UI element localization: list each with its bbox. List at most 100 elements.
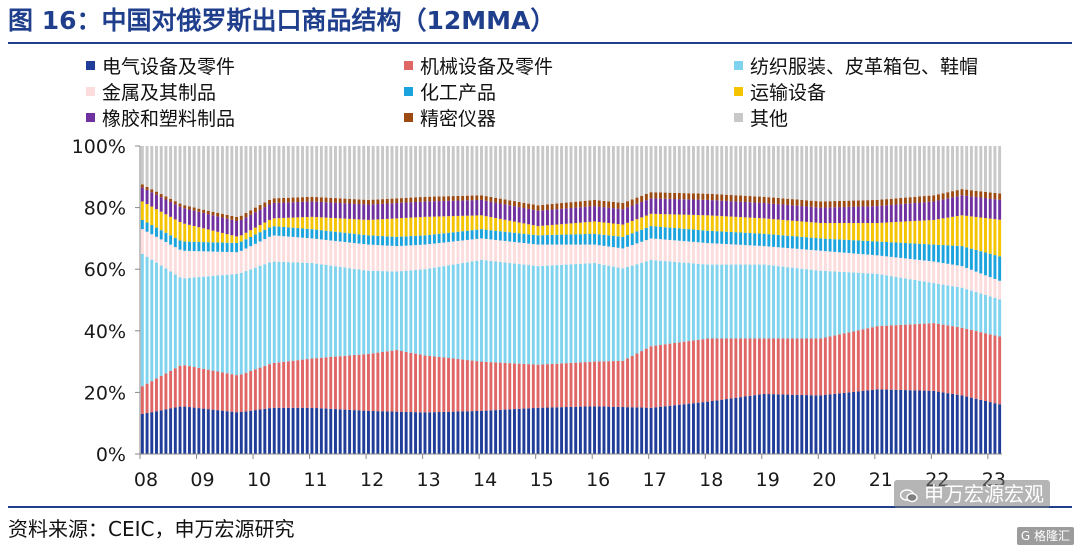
bar-segment-elec bbox=[922, 390, 926, 454]
bar-segment-mach bbox=[461, 359, 465, 412]
bar-segment-metal bbox=[677, 240, 681, 263]
bar-segment-transport bbox=[635, 219, 639, 232]
bar-segment-metal bbox=[484, 238, 488, 261]
bar-segment-rubber bbox=[847, 206, 851, 223]
bar-segment-textile bbox=[305, 262, 309, 360]
bar-segment-metal bbox=[687, 241, 691, 264]
bar-segment-mach bbox=[437, 356, 441, 413]
bar-segment-textile bbox=[527, 265, 531, 365]
bar-segment-elec bbox=[748, 395, 752, 454]
bar-segment-rubber bbox=[188, 209, 191, 225]
bar-segment-rubber bbox=[602, 207, 606, 223]
bar-segment-metal bbox=[828, 251, 832, 272]
bar-segment-rubber bbox=[852, 206, 856, 223]
bar-segment-rubber bbox=[668, 198, 672, 215]
bar-segment-elec bbox=[371, 411, 375, 454]
bar-segment-precision bbox=[833, 201, 837, 208]
bar-segment-mach bbox=[663, 344, 667, 407]
bar-segment-chem bbox=[861, 240, 865, 255]
bar-segment-elec bbox=[984, 400, 987, 454]
bar-segment-transport bbox=[188, 224, 191, 242]
bar-segment-textile bbox=[522, 264, 526, 364]
bar-segment-mach bbox=[856, 330, 860, 392]
legend-item: 化工产品 bbox=[404, 80, 496, 106]
bar-segment-elec bbox=[145, 413, 149, 454]
bar-segment-mach bbox=[324, 357, 328, 409]
bar-segment-transport bbox=[414, 217, 418, 236]
bar-segment-precision bbox=[677, 192, 681, 200]
bar-segment-rubber bbox=[428, 201, 432, 217]
bar-segment-elec bbox=[932, 390, 936, 454]
bar-segment-elec bbox=[659, 406, 662, 454]
bar-segment-precision bbox=[480, 195, 483, 200]
bar-segment-textile bbox=[423, 269, 427, 356]
bar-segment-transport bbox=[899, 221, 903, 243]
bar-segment-precision bbox=[489, 196, 493, 202]
bar-segment-textile bbox=[809, 269, 813, 339]
bar-segment-rubber bbox=[951, 197, 954, 217]
bar-segment-chem bbox=[399, 236, 403, 246]
bar-segment-chem bbox=[790, 236, 794, 249]
bar-segment-mach bbox=[913, 324, 917, 391]
bar-segment-metal bbox=[414, 245, 418, 270]
bar-segment-precision bbox=[159, 194, 163, 198]
bar-segment-chem bbox=[927, 244, 931, 261]
bar-segment-precision bbox=[706, 193, 710, 200]
bar-segment-mach bbox=[239, 374, 243, 413]
bar-segment-precision bbox=[348, 198, 352, 204]
bar-segment-transport bbox=[621, 224, 625, 237]
bar-segment-chem bbox=[381, 236, 385, 246]
x-tick-label: 18 bbox=[699, 469, 723, 491]
bar-segment-mach bbox=[687, 341, 691, 404]
bar-segment-other bbox=[607, 146, 611, 202]
bar-segment-mach bbox=[235, 375, 239, 413]
bar-segment-mach bbox=[169, 370, 173, 409]
bar-segment-chem bbox=[795, 236, 799, 249]
legend-swatch bbox=[86, 87, 95, 96]
bar-segment-elec bbox=[183, 406, 187, 454]
bar-segment-mach bbox=[432, 356, 436, 413]
bar-segment-transport bbox=[319, 217, 323, 231]
bar-segment-elec bbox=[687, 403, 691, 454]
bar-segment-other bbox=[230, 146, 234, 216]
bar-segment-rubber bbox=[268, 204, 271, 220]
bar-segment-other bbox=[268, 146, 271, 200]
bar-segment-textile bbox=[150, 259, 154, 382]
bar-segment-elec bbox=[781, 394, 785, 454]
bar-segment-precision bbox=[889, 198, 893, 205]
bar-segment-metal bbox=[649, 238, 653, 260]
bar-segment-rubber bbox=[748, 202, 752, 218]
bar-segment-transport bbox=[348, 218, 352, 234]
legend-label: 纺织服装、皮革箱包、鞋帽 bbox=[750, 56, 979, 78]
bar-segment-rubber bbox=[498, 203, 502, 219]
bar-segment-other bbox=[371, 146, 375, 200]
bar-segment-rubber bbox=[480, 199, 483, 216]
bar-segment-mach bbox=[399, 350, 403, 412]
bar-segment-chem bbox=[682, 228, 686, 242]
bar-segment-textile bbox=[710, 264, 714, 339]
bar-segment-transport bbox=[781, 219, 785, 236]
bar-segment-transport bbox=[663, 214, 667, 228]
bar-segment-transport bbox=[720, 216, 724, 232]
bar-segment-mach bbox=[932, 323, 936, 391]
bar-segment-transport bbox=[395, 218, 399, 237]
bar-segment-chem bbox=[729, 231, 733, 245]
bar-segment-chem bbox=[626, 235, 629, 247]
bar-segment-rubber bbox=[418, 201, 422, 218]
bar-segment-precision bbox=[753, 196, 757, 203]
bar-segment-textile bbox=[649, 259, 653, 347]
bar-segment-mach bbox=[626, 358, 629, 408]
bar-segment-textile bbox=[922, 281, 926, 324]
bar-segment-textile bbox=[734, 264, 738, 339]
bar-segment-other bbox=[842, 146, 846, 201]
bar-segment-chem bbox=[739, 232, 743, 245]
bar-segment-transport bbox=[847, 223, 851, 240]
bar-segment-transport bbox=[969, 216, 973, 249]
bar-segment-mach bbox=[809, 338, 813, 396]
bar-segment-metal bbox=[296, 237, 300, 263]
bar-segment-textile bbox=[757, 264, 761, 339]
bar-segment-elec bbox=[155, 411, 158, 454]
bar-segment-transport bbox=[517, 222, 521, 234]
bar-segment-mach bbox=[527, 364, 531, 409]
bar-segment-precision bbox=[715, 194, 719, 201]
